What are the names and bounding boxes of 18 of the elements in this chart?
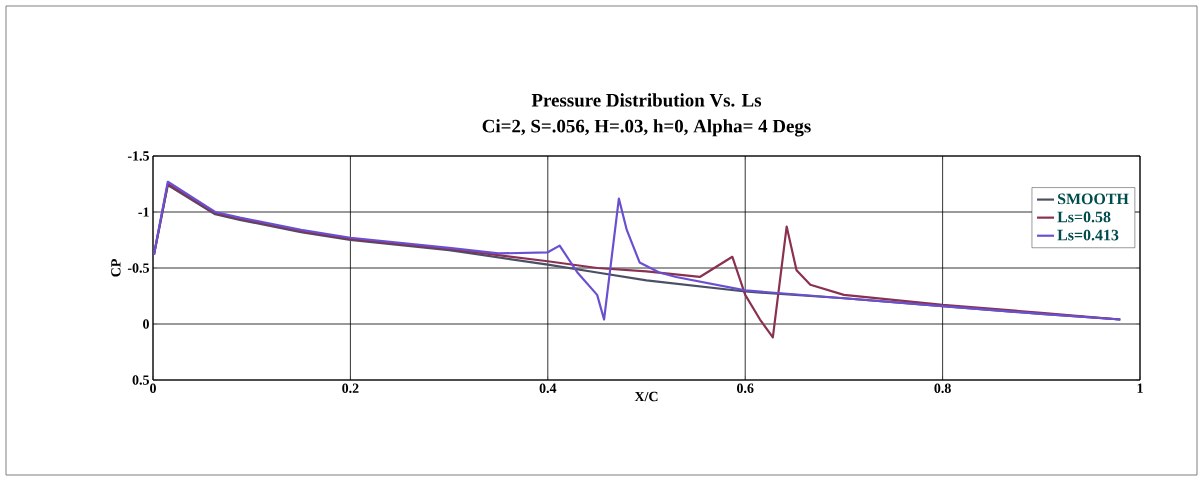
y-tick-label: -1.5 (127, 151, 149, 161)
legend-label: SMOOTH (1057, 193, 1129, 205)
y-tick-label: -1 (138, 207, 149, 217)
x-axis-title: X/C (634, 391, 658, 402)
x-tick-label: 0.4 (539, 383, 557, 393)
legend-label: Ls=0.58 (1057, 211, 1111, 223)
y-axis-title: CP (111, 259, 121, 277)
x-tick-label: 0 (150, 383, 156, 393)
x-tick-label: 0.8 (934, 383, 951, 393)
x-tick-label: 1 (1137, 383, 1143, 393)
chart-title: Pressure Distribution Vs. Ls (531, 93, 762, 107)
chart-subtitle: Ci=2, S=.056, H=.03, h=0, Alpha= 4 Degs (482, 119, 811, 137)
y-tick-label: 0 (143, 319, 149, 329)
x-tick-label: 0.6 (737, 383, 754, 393)
x-tick-label: 0.2 (342, 383, 359, 393)
y-tick-label: 0.5 (132, 375, 149, 385)
y-tick-label: -0.5 (127, 263, 149, 273)
legend-label: Ls=0.413 (1057, 229, 1119, 241)
